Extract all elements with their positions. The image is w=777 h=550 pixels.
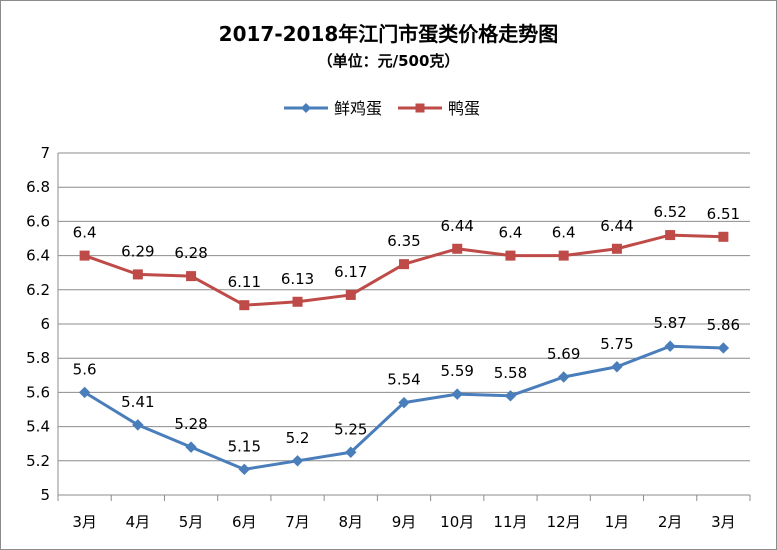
x-tick-label: 8月: [338, 513, 363, 531]
x-tick-label: 4月: [126, 513, 151, 531]
data-point-diamond: [451, 388, 463, 400]
data-point-square: [186, 271, 197, 282]
x-tick-label: 7月: [285, 513, 310, 531]
data-point-diamond: [611, 361, 623, 373]
data-point-diamond: [78, 386, 91, 399]
chart-title: 2017-2018年江门市蛋类价格走势图: [218, 22, 559, 46]
y-tick-label: 6.4: [26, 247, 50, 265]
data-label: 6.17: [334, 263, 367, 281]
data-label: 5.86: [707, 316, 740, 334]
series-fresh-egg: 5.6 5.41 5.28 5.15 5.2 5.25 5.54 5.59 5.58 5.69 5.…: [73, 314, 740, 476]
y-tick-label: 5: [40, 486, 50, 504]
y-tick-label: 5.2: [26, 452, 50, 470]
data-label: 5.54: [387, 371, 420, 389]
data-point-diamond: [238, 463, 251, 476]
data-point-diamond: [185, 441, 197, 453]
y-tick-label: 6: [40, 315, 50, 333]
data-point-diamond: [504, 390, 517, 402]
x-tick-label: 6月: [232, 513, 257, 531]
data-point-diamond: [717, 342, 730, 354]
data-label: 5.6: [73, 360, 97, 378]
x-tick-label: 10月: [440, 513, 474, 531]
data-label: 5.59: [441, 362, 474, 380]
x-tick-label: 11月: [493, 513, 527, 531]
data-label: 6.28: [174, 244, 207, 262]
data-label: 6.13: [281, 270, 314, 288]
data-label: 5.28: [174, 415, 207, 433]
x-tick-label: 2月: [658, 513, 683, 531]
data-point-square: [239, 300, 250, 311]
data-point-square: [345, 289, 356, 300]
gridlines: [58, 152, 750, 496]
data-label: 5.69: [547, 345, 580, 363]
legend-label: 鸭蛋: [448, 99, 480, 118]
series-duck-egg: 6.4 6.29 6.28 6.11 6.13 6.17 6.35 6.44 6.4 6.4 6.4…: [73, 203, 740, 311]
data-label: 6.35: [387, 232, 420, 250]
x-tick-label: 9月: [392, 513, 417, 531]
data-label: 5.2: [286, 429, 310, 447]
y-tick-label: 5.8: [26, 349, 50, 367]
y-tick-label: 7: [40, 144, 50, 162]
data-point-diamond: [557, 371, 570, 383]
data-point-diamond: [664, 340, 676, 352]
data-label: 5.87: [653, 314, 686, 332]
data-label: 5.25: [334, 420, 367, 438]
data-label: 5.41: [121, 393, 154, 411]
data-point-square: [292, 296, 303, 307]
data-point-square: [611, 243, 622, 254]
legend-item: 鸭蛋: [398, 99, 480, 118]
data-point-square: [665, 230, 676, 241]
data-point-square: [558, 250, 569, 261]
x-tick-label: 3月: [711, 513, 736, 531]
data-point-square: [132, 269, 143, 280]
y-tick-label: 6.8: [26, 178, 50, 196]
data-point-diamond: [398, 396, 410, 409]
data-label: 5.58: [494, 364, 527, 382]
data-point-square: [79, 250, 90, 261]
data-label: 6.4: [552, 224, 576, 242]
series-group: 5.6 5.41 5.28 5.15 5.2 5.25 5.54 5.59 5.58 5.69 5.…: [73, 203, 740, 476]
data-point-square: [505, 250, 516, 261]
x-tick-label: 3月: [72, 513, 97, 531]
legend-label: 鲜鸡蛋: [334, 99, 382, 118]
legend: 鲜鸡蛋 鸭蛋: [284, 99, 480, 118]
legend-item: 鲜鸡蛋: [284, 99, 382, 118]
x-tick-label: 12月: [547, 513, 581, 531]
data-label: 6.44: [600, 217, 633, 235]
x-tick-label: 1月: [605, 513, 630, 531]
data-label: 5.15: [228, 437, 261, 455]
data-label: 6.4: [499, 224, 523, 242]
y-tick-label: 6.6: [26, 212, 50, 230]
data-label: 6.44: [441, 217, 474, 235]
data-point-square: [452, 243, 463, 254]
y-tick-label: 6.2: [26, 281, 50, 299]
data-point-square: [718, 231, 729, 242]
data-point-diamond: [345, 446, 357, 458]
y-tick-label: 5.4: [26, 418, 50, 436]
legend-marker-diamond: [301, 103, 311, 113]
legend-marker-square: [415, 103, 425, 113]
data-point-square: [399, 259, 409, 270]
data-point-diamond: [291, 455, 304, 467]
data-label: 6.4: [73, 224, 97, 242]
chart-subtitle: （单位：元/500克）: [317, 52, 460, 70]
data-label: 6.29: [121, 242, 154, 260]
y-tick-label: 5.6: [26, 383, 50, 401]
x-tick-label: 5月: [179, 513, 204, 531]
data-point-diamond: [132, 419, 144, 431]
data-label: 6.11: [228, 273, 261, 291]
data-label: 6.51: [707, 205, 740, 223]
data-label: 5.75: [600, 335, 633, 353]
data-label: 6.52: [653, 203, 686, 221]
